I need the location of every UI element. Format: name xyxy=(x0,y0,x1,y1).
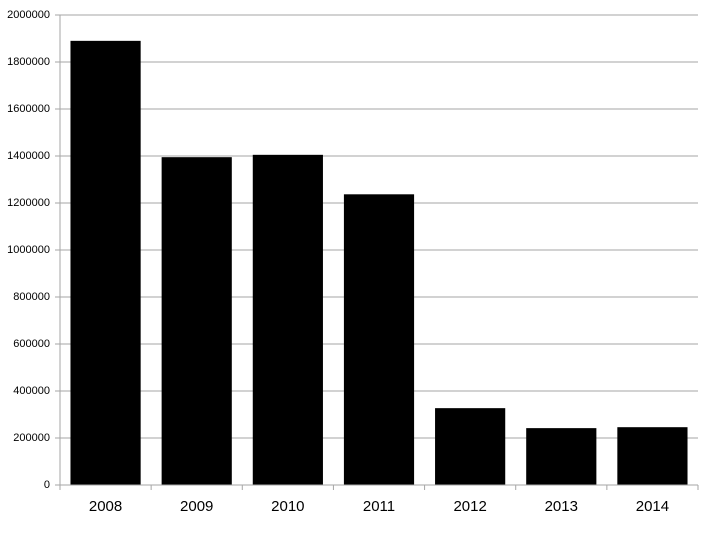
y-tick-label: 200000 xyxy=(13,432,50,444)
y-tick-label: 800000 xyxy=(13,291,50,303)
y-tick-label: 400000 xyxy=(13,385,50,397)
y-tick-label: 1600000 xyxy=(7,103,50,115)
x-tick-label: 2014 xyxy=(636,498,669,515)
x-tick-label: 2012 xyxy=(453,498,486,515)
bar xyxy=(526,428,597,485)
y-tick-label: 2000000 xyxy=(7,9,50,21)
x-tick-label: 2009 xyxy=(180,498,213,515)
bar xyxy=(435,408,506,485)
bar xyxy=(70,40,141,485)
y-tick-label: 1800000 xyxy=(7,56,50,68)
y-tick-label: 1000000 xyxy=(7,244,50,256)
x-tick-label: 2011 xyxy=(363,498,395,515)
bar xyxy=(252,154,323,485)
bar xyxy=(343,194,415,485)
x-tick-label: 2010 xyxy=(271,498,304,515)
y-tick-label: 0 xyxy=(44,479,50,491)
bar xyxy=(161,157,232,486)
y-tick-label: 600000 xyxy=(13,338,50,350)
y-tick-label: 1200000 xyxy=(7,197,50,209)
bar xyxy=(617,427,688,485)
x-tick-label: 2013 xyxy=(545,498,578,515)
x-tick-label: 2008 xyxy=(89,498,122,515)
y-tick-label: 1400000 xyxy=(7,150,50,162)
